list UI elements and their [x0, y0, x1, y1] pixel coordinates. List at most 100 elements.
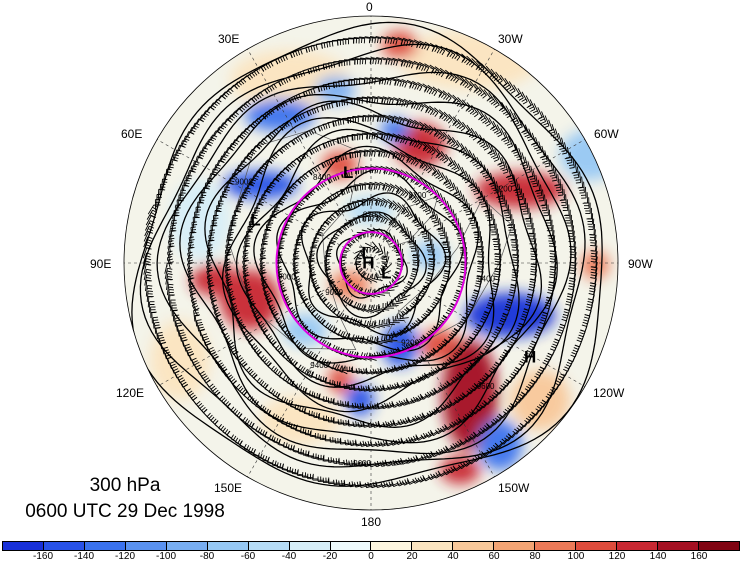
wind-barb	[494, 258, 502, 271]
wind-barb	[538, 189, 545, 202]
wind-barb	[492, 228, 498, 241]
wind-barb	[475, 271, 484, 283]
wind-barb	[224, 263, 232, 277]
wind-barb	[424, 306, 435, 317]
colorbar-tick-label: -160	[32, 551, 54, 562]
wind-barb	[413, 60, 425, 71]
wind-barb	[339, 263, 348, 277]
wind-barb	[429, 346, 441, 356]
wind-barb	[306, 369, 318, 379]
wind-barb	[589, 272, 598, 285]
contour-label: 8700	[363, 210, 381, 219]
wind-barb	[209, 294, 218, 308]
wind-barb	[391, 402, 404, 408]
wind-barb	[434, 189, 442, 203]
wind-barb	[438, 109, 448, 122]
wind-barb	[167, 289, 175, 301]
wind-barb	[493, 263, 502, 276]
wind-barb	[402, 416, 416, 425]
contour-label: 9000	[278, 272, 296, 281]
wind-barb	[244, 182, 254, 194]
wind-barb	[340, 313, 351, 324]
colorbar-tick-label: 80	[529, 551, 541, 562]
wind-barb	[427, 263, 436, 275]
wind-barb	[396, 400, 409, 407]
wind-barb	[415, 393, 428, 402]
wind-barb	[363, 304, 375, 314]
wind-barb	[479, 110, 487, 124]
wind-barb	[380, 246, 386, 259]
wind-barb	[196, 201, 203, 214]
wind-barb	[475, 107, 483, 121]
wind-barb	[283, 186, 295, 197]
wind-barb	[334, 437, 347, 444]
longitude-gridline	[370, 262, 586, 387]
wind-barb	[479, 86, 487, 99]
wind-barb	[433, 385, 446, 394]
wind-barb	[453, 321, 465, 333]
wind-barb	[434, 66, 445, 78]
wind-barb	[150, 306, 156, 319]
wind-barb	[256, 138, 268, 148]
wind-barb	[210, 299, 217, 313]
wind-barb	[302, 367, 312, 379]
wind-barb	[327, 397, 340, 404]
wind-barb	[342, 117, 354, 124]
longitude-gridline	[247, 262, 372, 478]
wind-barb	[322, 396, 335, 403]
wind-barb	[271, 149, 283, 158]
wind-barb	[441, 172, 448, 185]
wind-barb	[588, 218, 595, 231]
wind-barb	[587, 213, 594, 225]
wind-barb	[380, 439, 393, 447]
wind-barb	[491, 120, 499, 134]
wind-barb	[232, 307, 241, 321]
wind-barb	[549, 261, 557, 274]
wind-barb	[242, 269, 250, 282]
wind-barb	[512, 143, 520, 157]
wind-barb	[412, 80, 423, 92]
wind-barb	[212, 304, 219, 318]
map-border	[123, 15, 619, 511]
wind-barb	[516, 88, 524, 101]
wind-barb	[396, 313, 409, 320]
wind-barb	[323, 415, 335, 422]
wind-barb	[222, 186, 231, 198]
wind-barb	[354, 301, 365, 312]
wind-barb	[400, 223, 408, 237]
wind-barb	[166, 283, 174, 296]
wind-barb	[256, 198, 265, 210]
pressure-center-h: H	[524, 347, 536, 366]
wind-barb	[378, 350, 392, 358]
wind-barb	[199, 328, 206, 342]
wind-barb	[450, 325, 462, 336]
wind-barb	[452, 349, 464, 359]
wind-barb	[444, 422, 457, 431]
wind-barb	[263, 290, 270, 304]
wind-barb	[231, 214, 238, 227]
wind-barb	[208, 289, 215, 303]
wind-barb	[371, 273, 383, 282]
colorbar-segment	[535, 542, 577, 550]
wind-barb	[372, 212, 384, 223]
wind-barb	[502, 199, 508, 212]
wind-barb	[145, 279, 152, 292]
wind-barb	[378, 269, 391, 276]
wind-barb	[337, 38, 349, 45]
wind-barb	[498, 157, 506, 170]
wind-barb	[169, 294, 175, 306]
wind-barb	[456, 345, 468, 356]
wind-barb	[273, 312, 281, 326]
wind-barb	[408, 190, 417, 203]
wind-barb	[589, 278, 597, 290]
wind-barb	[360, 57, 372, 65]
wind-barb	[447, 329, 459, 340]
wind-barb	[359, 440, 373, 447]
latitude-gridline	[167, 59, 575, 467]
wind-barb	[569, 241, 576, 253]
wind-barb	[554, 174, 560, 187]
wind-barb	[246, 178, 257, 190]
reference-circle	[275, 167, 467, 359]
wind-barb	[388, 114, 400, 125]
wind-barb	[436, 340, 449, 350]
